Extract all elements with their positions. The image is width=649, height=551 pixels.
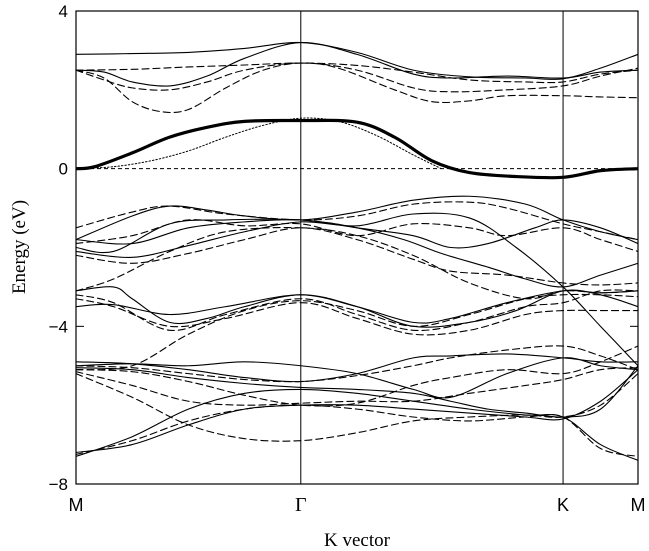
y-axis-title: Energy (eV) xyxy=(9,200,30,294)
axis-labels: 40−4−8M Γ K M xyxy=(49,2,646,516)
band-line-solid-20 xyxy=(76,353,638,383)
band-line-solid-1 xyxy=(76,41,638,87)
guide-lines xyxy=(76,11,638,484)
band-line-dashed-25 xyxy=(76,367,638,406)
band-line-dashed-2 xyxy=(76,62,638,84)
band-line-dashed-28 xyxy=(76,404,638,457)
band-line-dashed-18 xyxy=(76,298,638,336)
y-tick-label: 0 xyxy=(59,160,68,179)
band-line-dashed-14 xyxy=(76,227,638,300)
kpoint-label: K xyxy=(557,495,569,515)
band-line-solid-16 xyxy=(76,289,638,328)
band-line-bold-5 xyxy=(76,118,638,180)
band-line-dashed-24 xyxy=(76,345,638,407)
kpoint-label: M xyxy=(631,495,646,515)
x-axis-title: K vector xyxy=(324,530,391,551)
band-line-solid-8 xyxy=(76,219,638,249)
y-tick-label: 4 xyxy=(59,2,68,21)
axis-ticks xyxy=(76,10,638,485)
band-line-dashed-23 xyxy=(76,345,638,383)
band-line-solid-26 xyxy=(76,388,638,461)
band-line-dashed-19 xyxy=(76,293,638,371)
kpoint-label: Γ xyxy=(295,494,307,516)
band-line-dashed-4 xyxy=(76,62,638,93)
band-line-dotted-6 xyxy=(76,117,442,170)
band-line-dashed-11 xyxy=(76,201,638,241)
y-tick-label: −8 xyxy=(49,475,68,494)
band-line-solid-21 xyxy=(76,357,638,399)
kpoint-label: M xyxy=(69,495,84,515)
band-line-dashed-12 xyxy=(76,219,638,252)
band-line-solid-7 xyxy=(76,195,638,241)
band-line-dashed-29 xyxy=(76,373,638,442)
band-line-dashed-17 xyxy=(76,289,638,332)
plot-frame xyxy=(75,10,639,485)
band-lines xyxy=(76,41,638,461)
band-line-solid-0 xyxy=(76,41,638,80)
y-tick-label: −4 xyxy=(49,317,68,336)
